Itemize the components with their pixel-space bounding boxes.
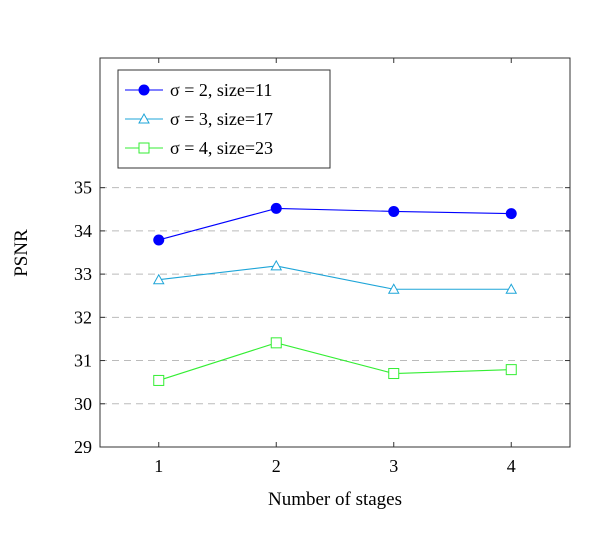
data-point: [152, 273, 165, 285]
y-axis-label: PSNR: [11, 229, 32, 277]
x-tick-label: 3: [389, 456, 398, 476]
x-tick-label: 2: [272, 456, 281, 476]
data-point: [387, 283, 400, 294]
legend-marker: [138, 84, 150, 96]
data-point: [505, 208, 517, 220]
grid: [100, 187, 570, 405]
data-point: [505, 283, 518, 294]
series-group: [152, 202, 518, 386]
legend-entry: σ = 3, size=17: [125, 109, 273, 129]
y-tick-label: 35: [74, 178, 92, 198]
data-point: [388, 205, 400, 217]
x-axis-label: Number of stages: [268, 489, 402, 510]
y-tick-label: 29: [74, 437, 92, 457]
legend-label: σ = 4, size=23: [170, 138, 273, 158]
x-tick-label: 1: [154, 456, 163, 476]
legend-label: σ = 2, size=11: [170, 80, 272, 100]
data-point: [270, 259, 283, 271]
data-point: [505, 364, 517, 376]
legend-entry: σ = 4, size=23: [125, 138, 273, 158]
series-line: [158, 342, 512, 381]
x-tick-label: 4: [507, 456, 516, 476]
data-point: [270, 202, 282, 214]
series-1: [153, 202, 517, 246]
data-point: [153, 374, 165, 386]
series-3: [153, 337, 517, 386]
y-tick-label: 33: [74, 264, 92, 284]
data-point: [153, 234, 165, 246]
legend-marker: [138, 112, 150, 124]
y-tick-label: 31: [74, 351, 92, 371]
data-point: [270, 337, 282, 349]
y-tick-label: 34: [74, 221, 92, 241]
series-line: [158, 265, 512, 290]
legend: σ = 2, size=11 σ = 3, size=17 σ = 4, size=…: [117, 69, 331, 169]
data-point: [388, 368, 400, 380]
plot-frame: [99, 57, 571, 448]
series-2: [152, 259, 518, 294]
y-tick-label: 30: [74, 394, 92, 414]
legend-label: σ = 3, size=17: [170, 109, 273, 129]
legend-entry: σ = 2, size=11: [125, 80, 272, 100]
legend-marker: [138, 142, 150, 154]
y-tick-label: 32: [74, 307, 92, 327]
series-line: [158, 207, 512, 241]
